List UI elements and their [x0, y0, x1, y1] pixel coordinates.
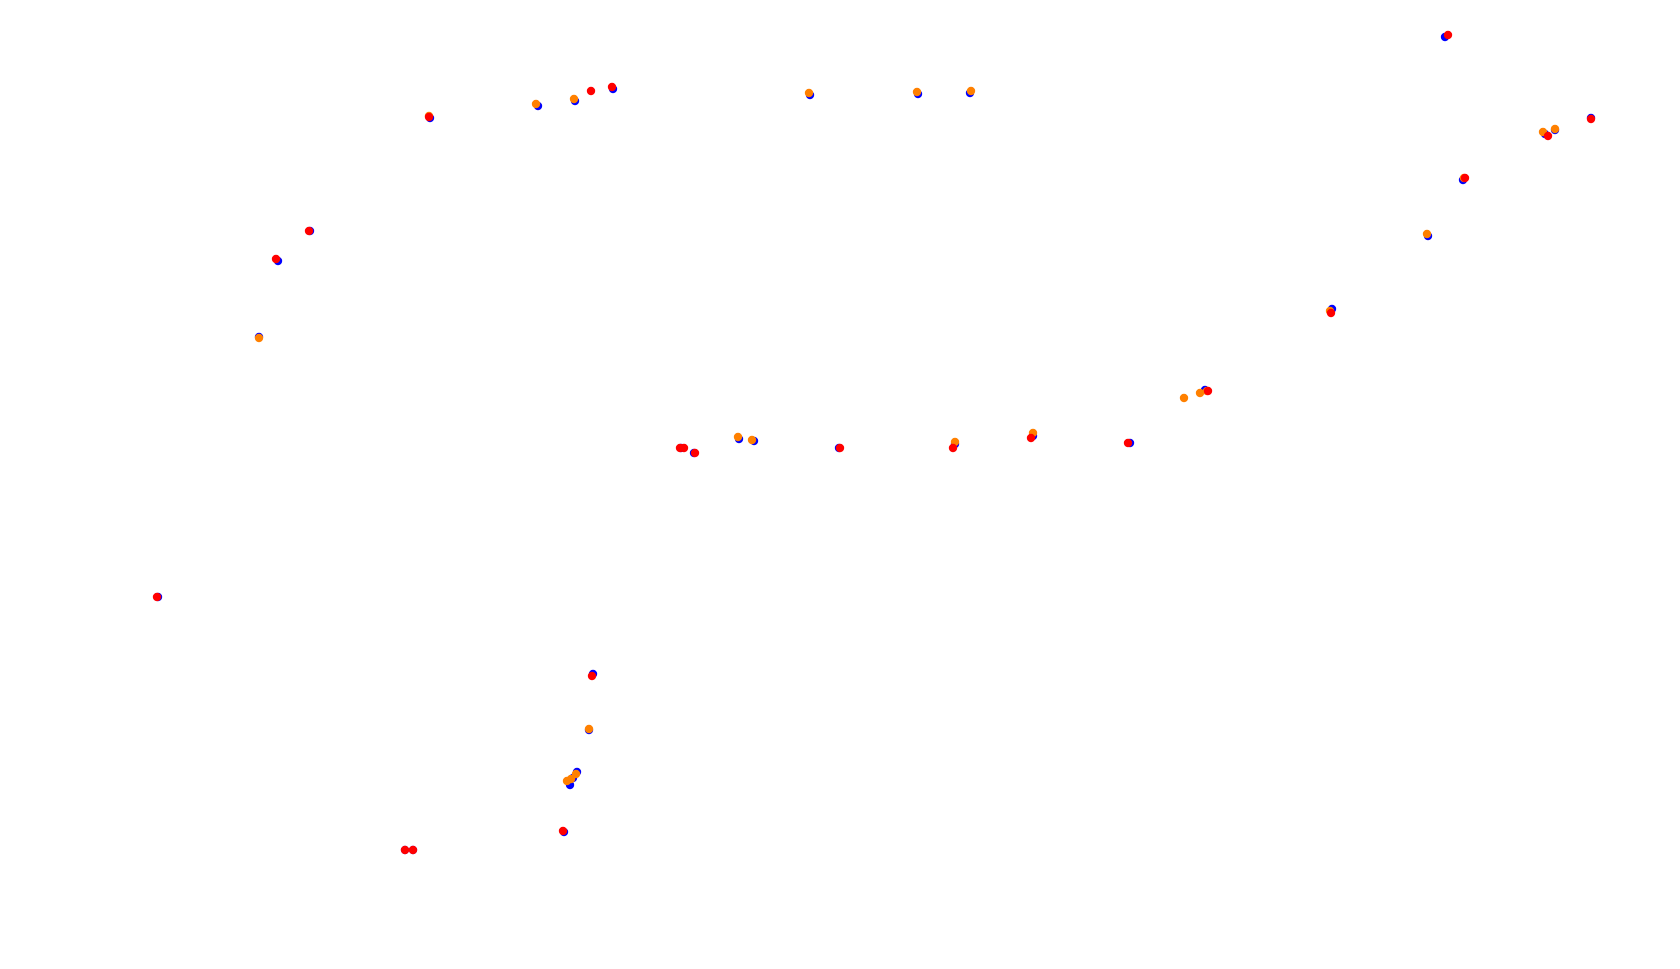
- data-point: [558, 826, 568, 836]
- data-point: [1460, 173, 1470, 183]
- points-layer: [152, 30, 1596, 855]
- data-point: [1123, 438, 1133, 448]
- data-point: [966, 86, 976, 96]
- data-point: [1422, 229, 1432, 239]
- data-point: [562, 776, 572, 786]
- data-point: [679, 443, 689, 453]
- data-point: [1543, 131, 1553, 141]
- data-point: [1443, 30, 1453, 40]
- data-point: [733, 432, 743, 442]
- data-point: [1586, 114, 1596, 124]
- series-2: [254, 86, 1560, 786]
- data-point: [408, 845, 418, 855]
- data-point: [586, 86, 596, 96]
- data-point: [1026, 433, 1036, 443]
- data-point: [271, 254, 281, 264]
- data-point: [948, 443, 958, 453]
- data-point: [1550, 124, 1560, 134]
- data-point: [1326, 308, 1336, 318]
- data-point: [152, 592, 162, 602]
- data-point: [587, 671, 597, 681]
- data-point: [690, 448, 700, 458]
- data-point: [835, 443, 845, 453]
- data-point: [569, 94, 579, 104]
- data-point: [912, 87, 922, 97]
- data-point: [254, 333, 264, 343]
- data-point: [584, 724, 594, 734]
- data-point: [1203, 386, 1213, 396]
- data-point: [424, 112, 434, 122]
- series-1: [153, 32, 1596, 855]
- series-3: [152, 30, 1596, 855]
- data-point: [804, 88, 814, 98]
- data-point: [747, 435, 757, 445]
- data-point: [400, 845, 410, 855]
- data-point: [304, 226, 314, 236]
- data-point: [531, 99, 541, 109]
- data-point: [1195, 388, 1205, 398]
- data-point: [1179, 393, 1189, 403]
- data-point: [607, 82, 617, 92]
